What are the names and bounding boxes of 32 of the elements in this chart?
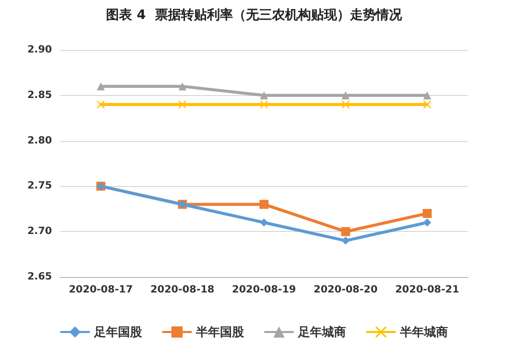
legend-label: 半年城商 — [399, 325, 448, 339]
point — [423, 218, 432, 227]
legend-label: 足年国股 — [93, 325, 143, 339]
y-tick-label: 2.85 — [27, 90, 52, 101]
y-tick-label: 2.90 — [27, 44, 52, 56]
x-tick-label: 2020-08-21 — [395, 284, 460, 296]
x-tick-label: 2020-08-18 — [150, 284, 214, 296]
point — [423, 91, 432, 100]
point — [260, 200, 268, 209]
point — [342, 236, 350, 245]
x-tick-label: 2020-08-19 — [232, 284, 296, 296]
chart-title: 图表 4 票据转贴利率（无三农机构贴现）走势情况 — [106, 7, 403, 23]
y-tick-label: 2.75 — [27, 180, 52, 192]
point — [260, 100, 268, 108]
point — [96, 100, 105, 108]
legend-label: 足年城商 — [297, 325, 346, 339]
point — [342, 100, 350, 108]
point — [341, 227, 350, 236]
point — [422, 208, 432, 218]
x-tick-label: 2020-08-20 — [314, 284, 378, 296]
point — [260, 91, 268, 100]
y-tick-label: 2.70 — [27, 226, 52, 238]
y-tick-label: 2.65 — [27, 272, 52, 282]
point — [342, 91, 350, 100]
y-tick-label: 2.80 — [27, 135, 52, 146]
point — [260, 218, 268, 227]
x-tick-label: 2020-08-17 — [68, 284, 133, 296]
point — [178, 82, 186, 90]
point — [423, 100, 432, 108]
point — [178, 100, 186, 108]
point — [96, 82, 105, 90]
legend-label: 半年国股 — [195, 325, 245, 339]
